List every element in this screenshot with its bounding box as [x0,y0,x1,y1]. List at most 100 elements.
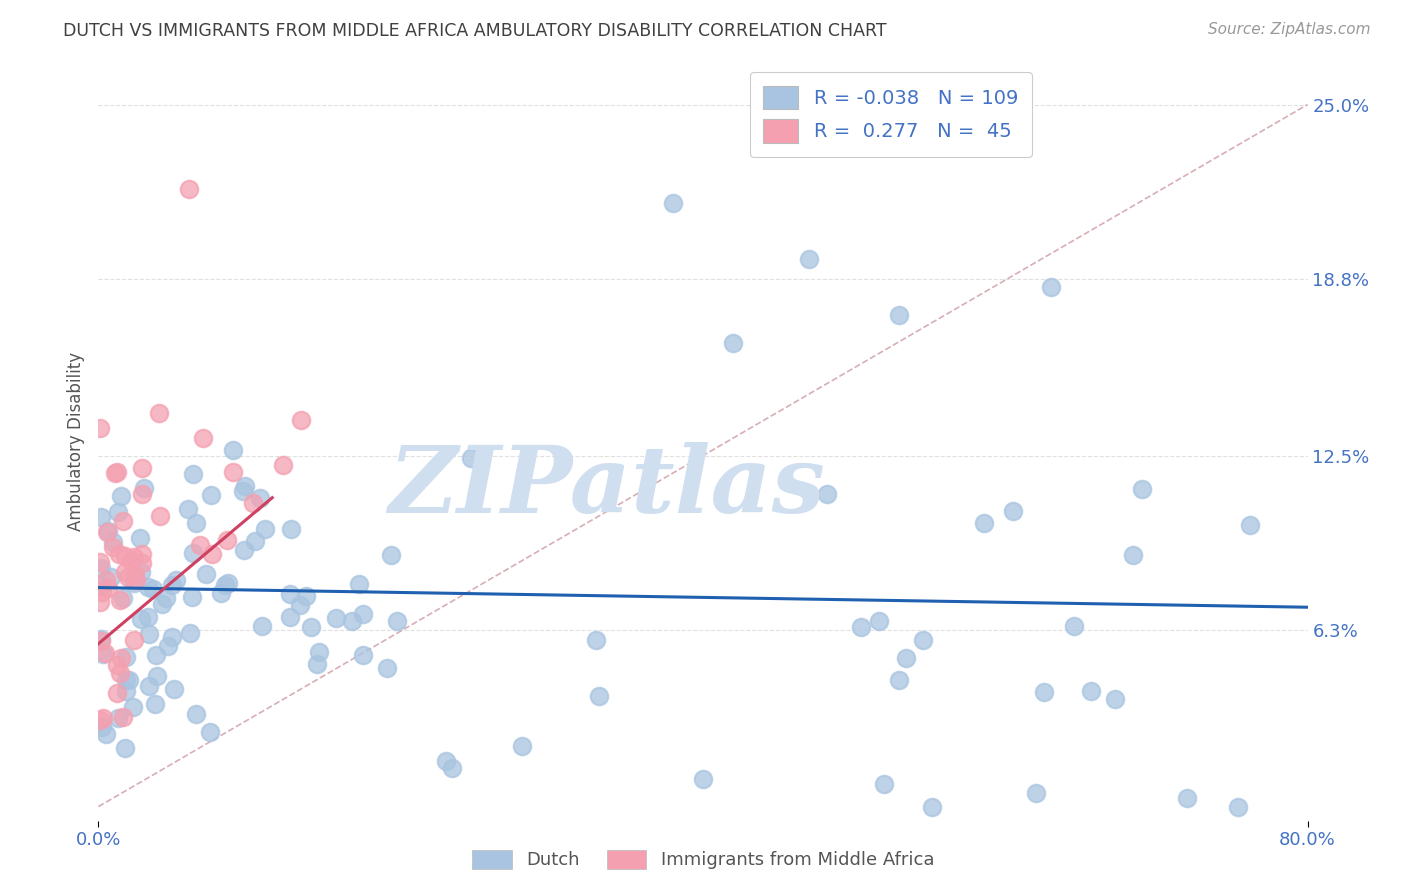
Immigrants from Middle Africa [105,465,128,479]
Dutch [90,560,112,574]
Immigrants from Middle Africa [131,556,153,570]
Immigrants from Middle Africa [90,585,112,599]
Dutch [179,626,201,640]
Immigrants from Middle Africa [110,666,132,681]
Dutch [118,673,141,687]
Dutch [1001,504,1024,518]
Dutch [278,610,301,624]
Dutch [90,579,112,593]
Dutch [868,615,890,629]
Immigrants from Middle Africa [131,547,153,561]
Dutch [136,580,159,594]
Immigrants from Middle Africa [89,555,111,569]
Dutch [1039,280,1062,294]
Immigrants from Middle Africa [111,710,134,724]
Immigrants from Middle Africa [124,549,146,564]
Dutch [186,707,208,722]
Dutch [692,772,714,786]
Dutch [114,740,136,755]
Dutch [110,489,132,503]
Dutch [111,591,134,606]
Dutch [209,586,232,600]
Dutch [347,577,370,591]
Dutch [90,632,112,647]
Dutch [873,777,896,791]
Immigrants from Middle Africa [91,711,114,725]
Dutch [145,648,167,662]
Immigrants from Middle Africa [149,509,172,524]
Dutch [243,534,266,549]
Dutch [107,711,129,725]
Dutch [250,619,273,633]
Immigrants from Middle Africa [131,460,153,475]
Dutch [90,510,112,524]
Dutch [129,531,152,545]
Immigrants from Middle Africa [104,466,127,480]
Dutch [661,195,683,210]
Immigrants from Middle Africa [148,407,170,421]
Immigrants from Middle Africa [89,595,111,609]
Dutch [1121,548,1143,562]
Immigrants from Middle Africa [120,554,142,568]
Immigrants from Middle Africa [131,487,153,501]
Dutch [186,516,208,530]
Dutch [1239,517,1261,532]
Y-axis label: Ambulatory Disability: Ambulatory Disability [67,352,86,531]
Dutch [222,443,245,458]
Dutch [1227,799,1250,814]
Dutch [815,486,838,500]
Immigrants from Middle Africa [89,421,111,435]
Dutch [91,647,114,661]
Dutch [97,524,120,538]
Dutch [142,582,165,597]
Dutch [165,573,187,587]
Dutch [183,467,205,481]
Text: ZIPatlas: ZIPatlas [388,442,825,532]
Dutch [305,657,328,671]
Immigrants from Middle Africa [110,651,132,665]
Dutch [249,491,271,505]
Dutch [198,724,221,739]
Dutch [352,607,374,621]
Immigrants from Middle Africa [191,431,214,445]
Dutch [921,799,943,814]
Dutch [115,684,138,698]
Dutch [181,590,204,604]
Immigrants from Middle Africa [105,686,128,700]
Immigrants from Middle Africa [96,524,118,539]
Dutch [138,679,160,693]
Dutch [352,648,374,662]
Dutch [163,682,186,697]
Dutch [889,673,911,688]
Dutch [235,479,257,493]
Dutch [325,610,347,624]
Dutch [377,661,399,675]
Dutch [160,578,183,592]
Dutch [232,483,254,498]
Dutch [288,598,311,612]
Immigrants from Middle Africa [101,540,124,554]
Immigrants from Middle Africa [215,533,238,547]
Dutch [232,543,254,558]
Dutch [200,488,222,502]
Dutch [115,673,138,688]
Dutch [160,630,183,644]
Immigrants from Middle Africa [222,465,245,479]
Dutch [723,336,745,351]
Dutch [94,727,117,741]
Immigrants from Middle Africa [188,538,211,552]
Dutch [510,739,533,753]
Immigrants from Middle Africa [179,182,201,196]
Legend: Dutch, Immigrants from Middle Africa: Dutch, Immigrants from Middle Africa [463,840,943,879]
Dutch [440,762,463,776]
Dutch [115,650,138,665]
Dutch [136,609,159,624]
Immigrants from Middle Africa [108,592,131,607]
Dutch [107,505,129,519]
Immigrants from Middle Africa [125,574,148,588]
Dutch [122,576,145,591]
Immigrants from Middle Africa [114,549,136,563]
Dutch [340,614,363,628]
Dutch [1063,619,1085,633]
Dutch [1024,786,1046,800]
